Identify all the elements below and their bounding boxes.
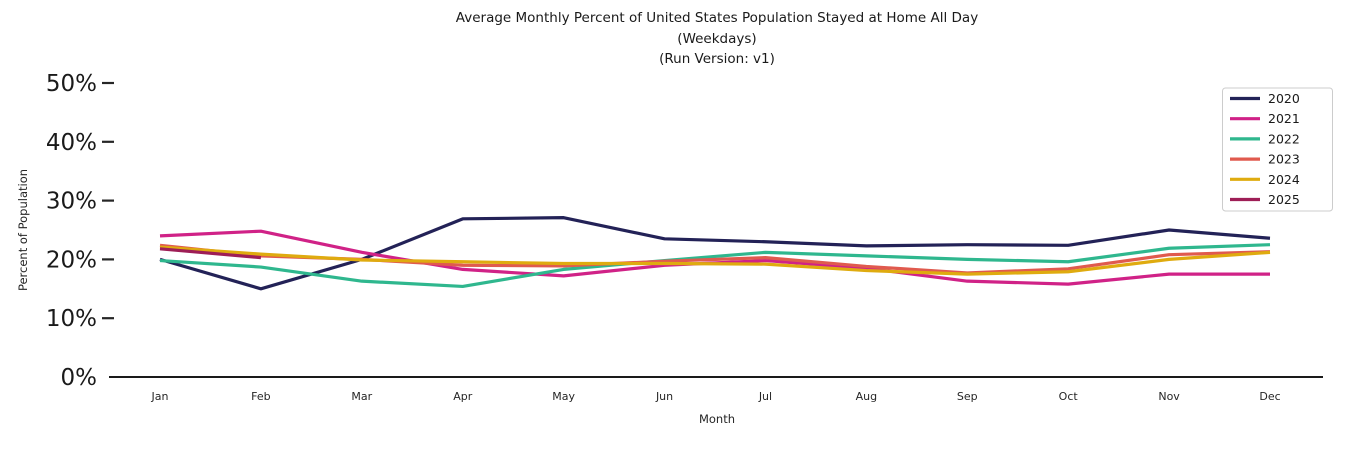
x-tick-label: Jun [655, 390, 673, 403]
x-tick-label: Aug [856, 390, 877, 403]
y-tick-label: 30% [46, 189, 97, 215]
x-tick-label: Nov [1158, 390, 1180, 403]
series-line-2022 [159, 243, 1271, 289]
y-tick-label: 20% [46, 247, 97, 273]
x-tick-label: Jan [151, 390, 169, 403]
y-tick-label: 50% [46, 71, 97, 97]
x-axis-label: Month [699, 412, 735, 426]
chart-title-line2: (Weekdays) [677, 31, 756, 47]
x-tick-label: Dec [1259, 390, 1280, 403]
legend-label-2024: 2024 [1268, 172, 1300, 187]
x-tick-label: Mar [351, 390, 372, 403]
legend-label-2023: 2023 [1268, 152, 1300, 167]
chart-title: Average Monthly Percent of United States… [456, 10, 978, 67]
chart-title-line3: (Run Version: v1) [659, 51, 775, 67]
legend: 2020 2021 2022 2023 2024 2025 [1222, 87, 1333, 212]
x-tick-label: Sep [957, 390, 978, 403]
x-axis-ticks: Jan Feb Mar Apr May Jun Jul Aug Sep Oct Nov Dec [151, 390, 1281, 403]
y-tick-label: 10% [46, 306, 97, 332]
x-tick-label: Oct [1059, 390, 1079, 403]
legend-label-2025: 2025 [1268, 192, 1300, 207]
legend-label-2020: 2020 [1268, 91, 1300, 106]
series-line-2024 [159, 245, 1271, 276]
series-line-2025 [159, 247, 262, 260]
x-tick-label: May [552, 390, 575, 403]
legend-label-2021: 2021 [1268, 111, 1300, 126]
y-tick-label: 40% [46, 130, 97, 156]
legend-label-2022: 2022 [1268, 131, 1300, 146]
x-tick-label: Apr [453, 390, 473, 403]
y-axis-label: Percent of Population [16, 169, 30, 291]
series-lines [159, 216, 1271, 291]
x-tick-label: Jul [758, 390, 772, 403]
x-tick-label: Feb [251, 390, 270, 403]
chart-title-line1: Average Monthly Percent of United States… [456, 10, 978, 26]
series-line-2020 [159, 216, 1271, 291]
y-axis-ticks: 0% 10% 20% 30% 40% 50% [46, 71, 114, 391]
y-tick-label: 0% [61, 365, 98, 391]
